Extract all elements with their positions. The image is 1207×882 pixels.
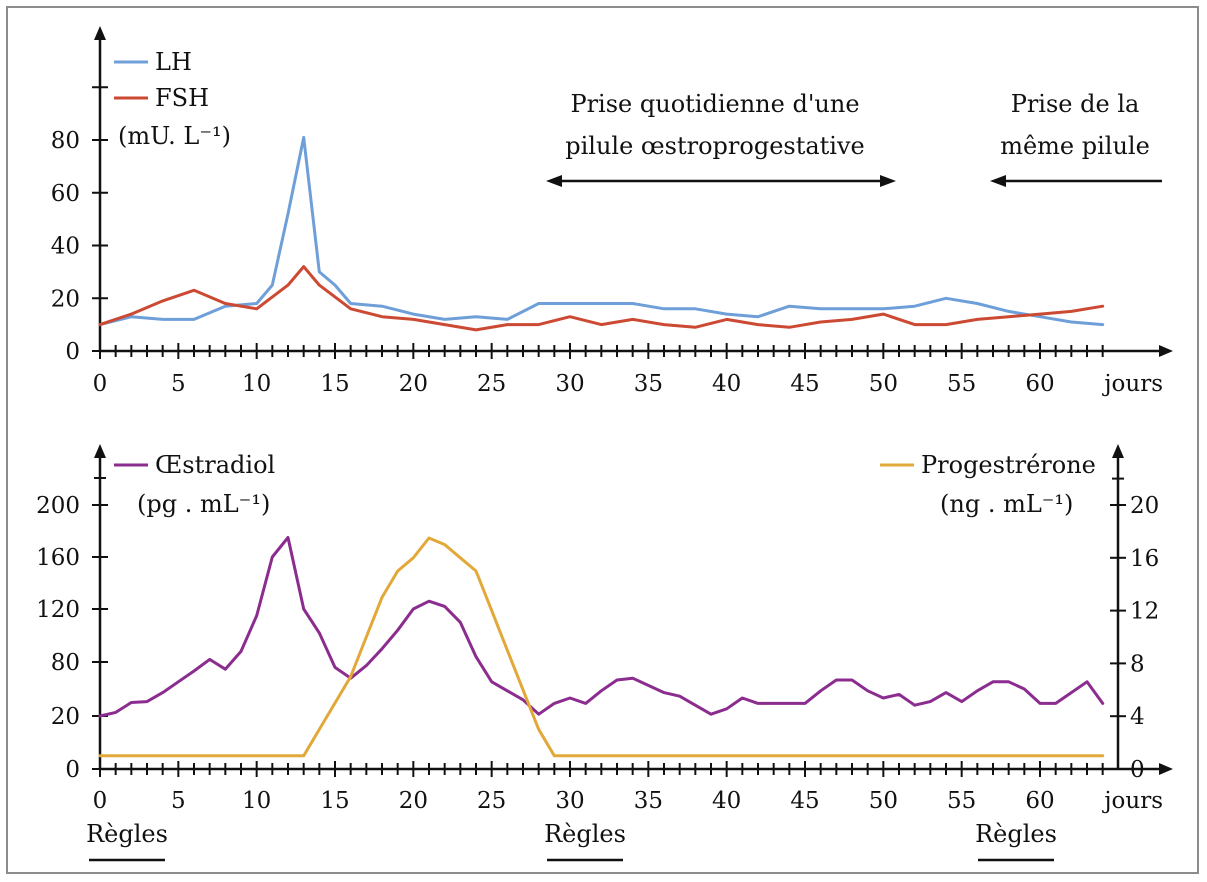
regles-label: Règles <box>86 820 168 848</box>
top-y-tick-label: 60 <box>51 181 80 207</box>
x-tick-label: 0 <box>93 788 108 814</box>
x-tick-label: 50 <box>869 788 898 814</box>
bottom-right-y-tick-label: 16 <box>1130 546 1159 572</box>
bottom-series-line-progesterone <box>98 536 1105 758</box>
top-y-tick-label: 80 <box>51 128 80 154</box>
x-tick-label: 60 <box>1025 371 1054 397</box>
x-axis-arrow <box>1159 763 1173 775</box>
legend-label-lh: LH <box>155 48 192 76</box>
annotation-same-pill-line1: Prise de la <box>1011 90 1140 118</box>
bottom-right-y-tick-label: 12 <box>1130 599 1159 625</box>
bottom-left-y-tick-label: 200 <box>36 493 80 519</box>
legend-label-oestradiol: Œstradiol <box>155 451 275 479</box>
x-tick-label: 55 <box>947 371 976 397</box>
bottom-left-y-tick-label: 80 <box>51 650 80 676</box>
bottom-left-y-tick-label: 120 <box>36 597 80 623</box>
bottom-right-y-axis-arrow <box>1112 444 1124 458</box>
figure-frame <box>6 6 1199 874</box>
x-axis-label: jours <box>1101 788 1163 814</box>
x-tick-label: 25 <box>477 788 506 814</box>
bottom-left-y-axis-unit: (pg . mL⁻¹) <box>137 490 270 518</box>
x-tick-label: 15 <box>320 371 349 397</box>
top-y-tick-label: 40 <box>51 234 80 260</box>
regles-label: Règles <box>975 820 1057 848</box>
x-tick-label: 40 <box>712 371 741 397</box>
bottom-right-y-axis-unit: (ng . mL⁻¹) <box>940 490 1073 518</box>
bottom-series-line-oestradiol <box>98 536 1105 718</box>
x-tick-label: 30 <box>555 371 584 397</box>
x-tick-label: 60 <box>1025 788 1054 814</box>
top-y-tick-label: 20 <box>51 286 80 312</box>
x-tick-label: 15 <box>320 788 349 814</box>
annotation-daily-pill-arrowhead-right <box>880 175 896 187</box>
x-tick-label: 25 <box>477 371 506 397</box>
x-tick-label: 45 <box>790 788 819 814</box>
x-tick-label: 20 <box>399 788 428 814</box>
bottom-left-y-tick-label: 20 <box>51 704 80 730</box>
x-tick-label: 35 <box>634 788 663 814</box>
annotation-daily-pill-arrowhead-left <box>546 175 562 187</box>
legend-label-progesterone: Progestrérone <box>921 451 1096 479</box>
bottom-left-y-tick-label: 160 <box>36 545 80 571</box>
x-tick-label: 55 <box>947 788 976 814</box>
bottom-right-y-tick-label: 8 <box>1130 651 1145 677</box>
bottom-right-y-tick-label: 4 <box>1130 704 1145 730</box>
top-y-tick-label: 0 <box>65 339 80 365</box>
x-tick-label: 10 <box>242 788 271 814</box>
top-y-axis-arrow <box>94 26 106 40</box>
x-tick-label: 20 <box>399 371 428 397</box>
bottom-right-y-tick-label: 20 <box>1130 493 1159 519</box>
x-tick-label: 10 <box>242 371 271 397</box>
bottom-left-y-tick-label: 0 <box>65 757 80 783</box>
legend-label-fsh: FSH <box>155 84 209 112</box>
bottom-left-y-axis-arrow <box>94 444 106 458</box>
x-tick-label: 0 <box>93 371 108 397</box>
x-tick-label: 40 <box>712 788 741 814</box>
annotation-same-pill-arrowhead-left <box>990 175 1006 187</box>
x-tick-label: 5 <box>171 788 186 814</box>
x-tick-label: 5 <box>171 371 186 397</box>
regles-label: Règles <box>544 820 626 848</box>
x-tick-label: 30 <box>555 788 584 814</box>
annotation-same-pill-line2: même pilule <box>1000 132 1150 160</box>
annotation-daily-pill-line1: Prise quotidienne d'une <box>570 90 859 118</box>
x-tick-label: 45 <box>790 371 819 397</box>
x-axis-arrow <box>1159 345 1173 357</box>
x-tick-label: 50 <box>869 371 898 397</box>
top-y-axis-unit: (mU. L⁻¹) <box>118 122 231 150</box>
x-tick-label: 35 <box>634 371 663 397</box>
x-axis-label: jours <box>1101 371 1163 397</box>
top-series-line-fsh <box>98 265 1105 332</box>
top-series-line-lh <box>98 135 1105 327</box>
annotation-daily-pill-line2: pilule œstroprogestative <box>565 132 865 160</box>
